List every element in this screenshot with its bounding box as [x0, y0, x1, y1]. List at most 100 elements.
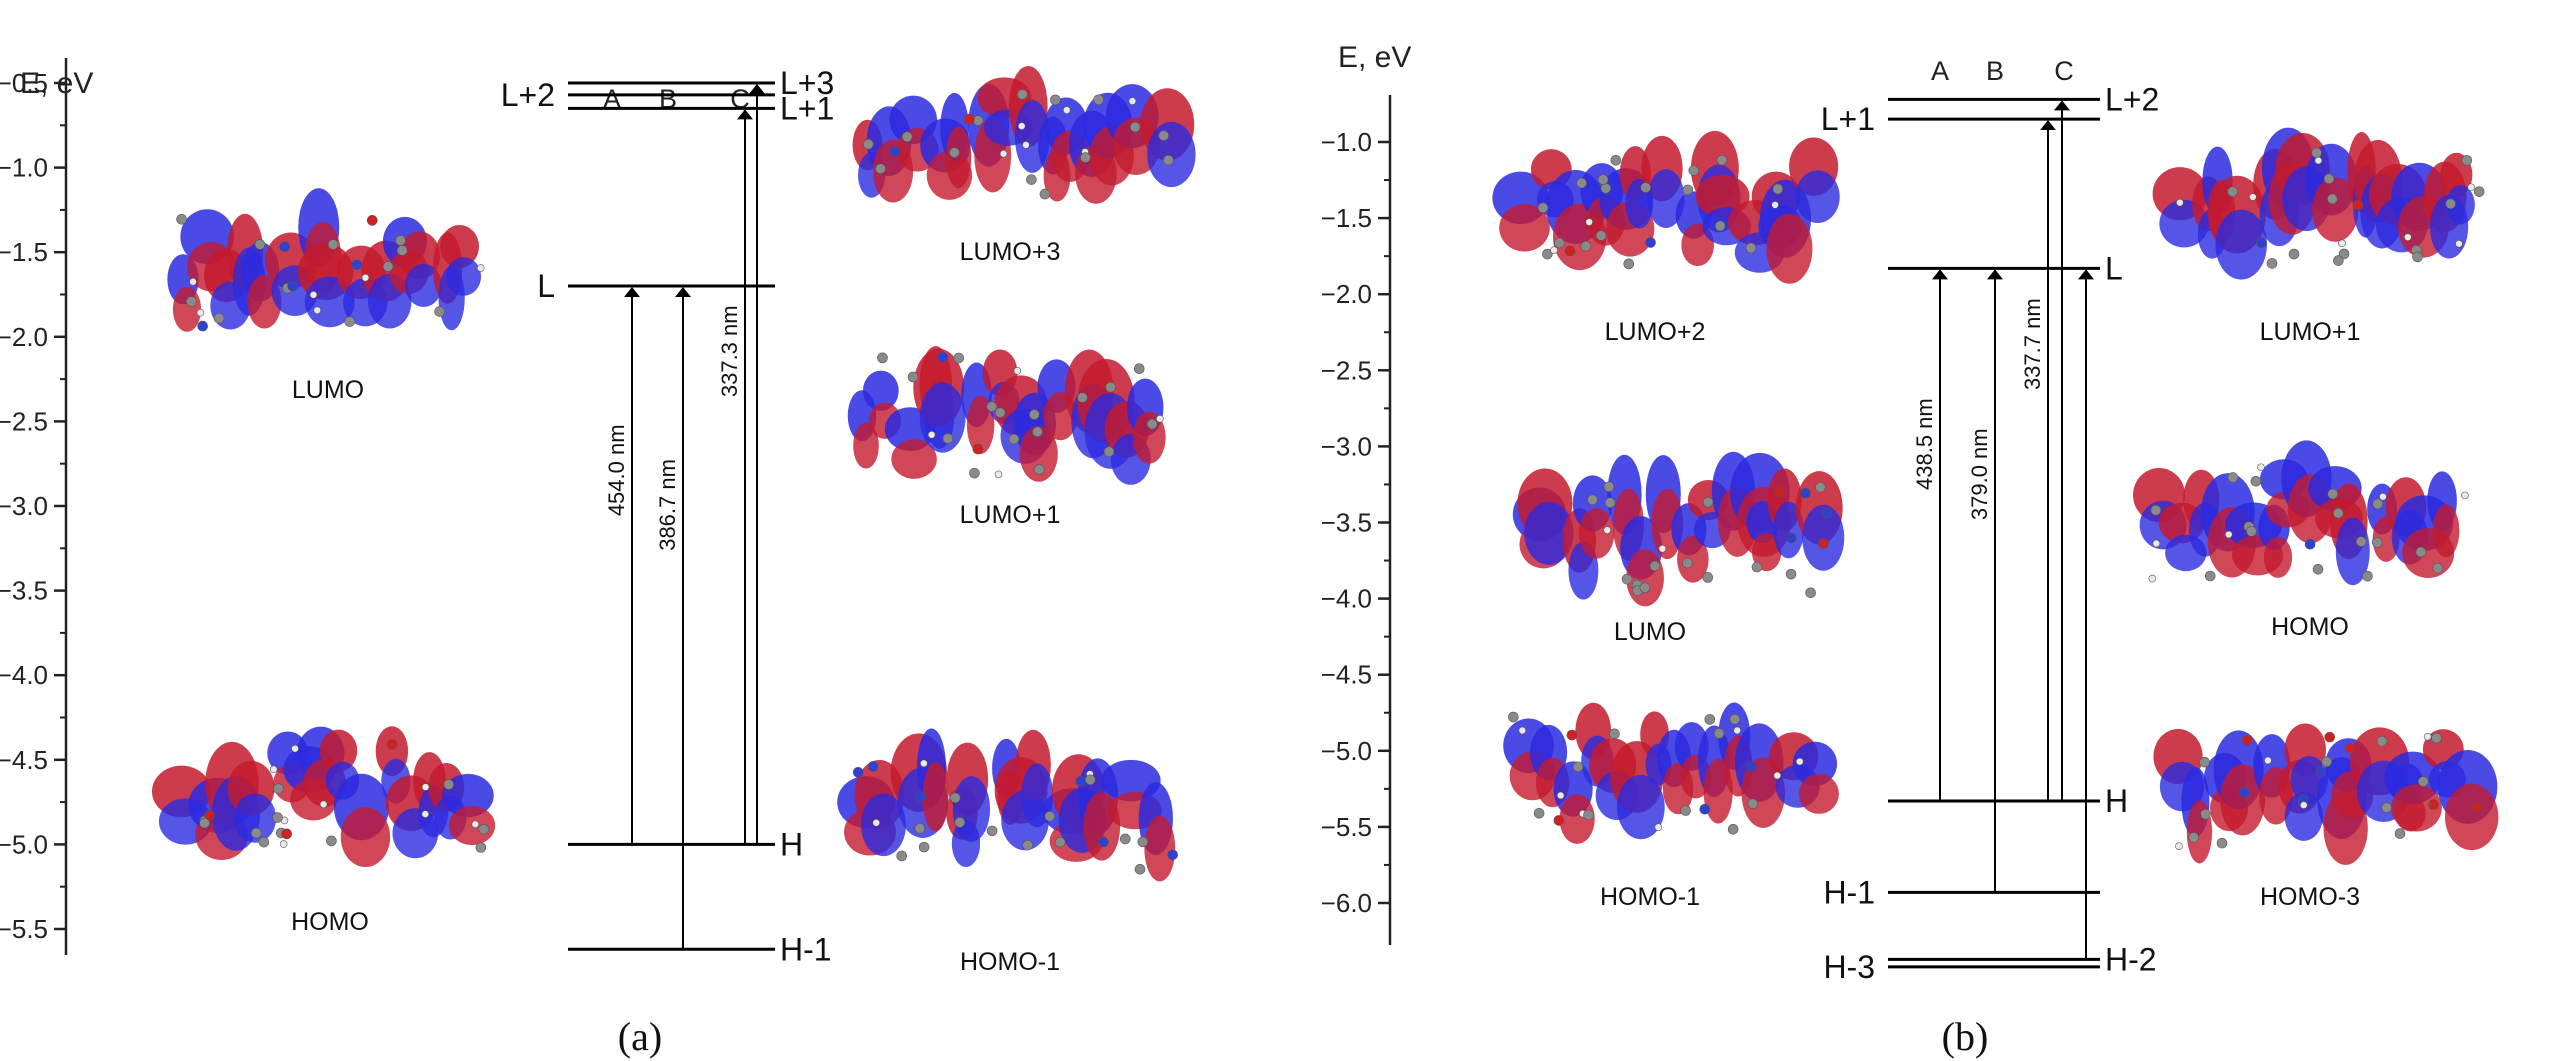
orbital-lobes [1503, 702, 1839, 844]
orbital-label-homo-1-a: HOMO-1 [960, 948, 1060, 976]
orbital-homo-a [151, 726, 496, 867]
orbital-lobe [1773, 501, 1804, 559]
atom [1098, 836, 1109, 848]
atom [2152, 539, 2161, 548]
atom [1688, 165, 1700, 176]
atom [2150, 504, 2162, 516]
atom [366, 215, 378, 226]
atom [2224, 530, 2233, 539]
atom [197, 320, 208, 332]
atom [1120, 833, 1131, 845]
orbital-lobe [2284, 792, 2323, 841]
atom [2376, 735, 2388, 747]
atom [915, 791, 926, 802]
atom [1050, 94, 1061, 106]
atom [1774, 486, 1785, 498]
atom [2423, 732, 2432, 741]
orbital-lobe [440, 224, 480, 268]
atom [2246, 526, 2257, 537]
atom [382, 261, 394, 272]
atom [1026, 174, 1037, 185]
atom [2461, 491, 2469, 500]
y-tick-label: −5.5 [1321, 812, 1372, 842]
atom [291, 744, 299, 753]
atom [1699, 803, 1711, 815]
atom [1017, 122, 1026, 130]
atom [1713, 728, 1725, 739]
atom [969, 467, 980, 479]
orbital-lobe [172, 286, 202, 332]
atom [1587, 494, 1598, 506]
atom [1093, 94, 1104, 106]
atom [1649, 560, 1661, 572]
atom [2352, 199, 2364, 211]
atom [213, 312, 225, 324]
y-tick-label: −1.0 [0, 153, 48, 183]
atom [1771, 201, 1779, 209]
atom [396, 245, 408, 256]
atom [2249, 193, 2257, 201]
atom [872, 818, 881, 827]
atom [1022, 839, 1033, 851]
atom [1714, 220, 1726, 232]
atom [326, 835, 337, 847]
atom [421, 810, 430, 818]
atom [2175, 842, 2183, 850]
atom [2381, 802, 2392, 813]
atom [927, 430, 936, 439]
atom [309, 290, 318, 299]
atom [1604, 497, 1616, 508]
atom [1542, 248, 1553, 260]
orbital-lobe [2263, 536, 2293, 578]
orbital-lobe [861, 793, 906, 857]
atom [2288, 248, 2300, 260]
atom [896, 850, 908, 862]
orbital-label-homo-1-b: HOMO-1 [1600, 883, 1700, 911]
atom [344, 316, 356, 327]
transition-label: 337.7 nm [2020, 298, 2045, 390]
atom [2445, 198, 2456, 210]
atom [2216, 837, 2228, 849]
orbital-lobe [2220, 764, 2266, 836]
atom [2371, 537, 2383, 548]
atom [2473, 186, 2485, 197]
atom [1658, 544, 1667, 553]
energy-levels-a: L+3 L+2 L+1 L H H-1 [501, 65, 835, 967]
y-tick-label: −1.5 [0, 237, 48, 267]
atom [889, 146, 901, 157]
atom [2324, 731, 2336, 743]
atom [1077, 392, 1088, 403]
atom [2315, 766, 2326, 778]
y-axis-b: −1.0 −1.5 −2.0 −2.5 −3.0 −3.5 −4.0 −4.5 −5.0 −5.5… [1321, 95, 1392, 945]
y-tick-label: −5.0 [0, 829, 48, 859]
atom [1805, 587, 1816, 599]
atom [2314, 156, 2323, 165]
atom [1576, 177, 1587, 189]
atom [2266, 258, 2278, 269]
atom [1572, 761, 1584, 773]
atom [2379, 492, 2387, 501]
atom [2256, 237, 2267, 249]
atom [1554, 237, 1565, 249]
atom [2311, 147, 2322, 159]
atom [475, 842, 487, 853]
atom [254, 239, 266, 250]
atom [1702, 496, 1714, 508]
caption-a: (a) [618, 1014, 662, 1059]
atom [1103, 446, 1115, 458]
orbital-lobe [1792, 741, 1838, 787]
atom [1795, 757, 1804, 766]
atom [1729, 714, 1741, 725]
transition-label: 454.0 nm [604, 424, 629, 516]
atom [2428, 799, 2439, 810]
atom [1727, 823, 1739, 835]
atom [1772, 183, 1784, 195]
atom [2323, 173, 2335, 185]
atom [1537, 202, 1549, 214]
orbital-lobes [2152, 127, 2485, 280]
orbital-homo-1-a [837, 728, 1178, 882]
atom [1815, 481, 1826, 493]
atom [2176, 198, 2184, 207]
orbital-lobe [1524, 502, 1574, 565]
atom [2200, 808, 2211, 820]
